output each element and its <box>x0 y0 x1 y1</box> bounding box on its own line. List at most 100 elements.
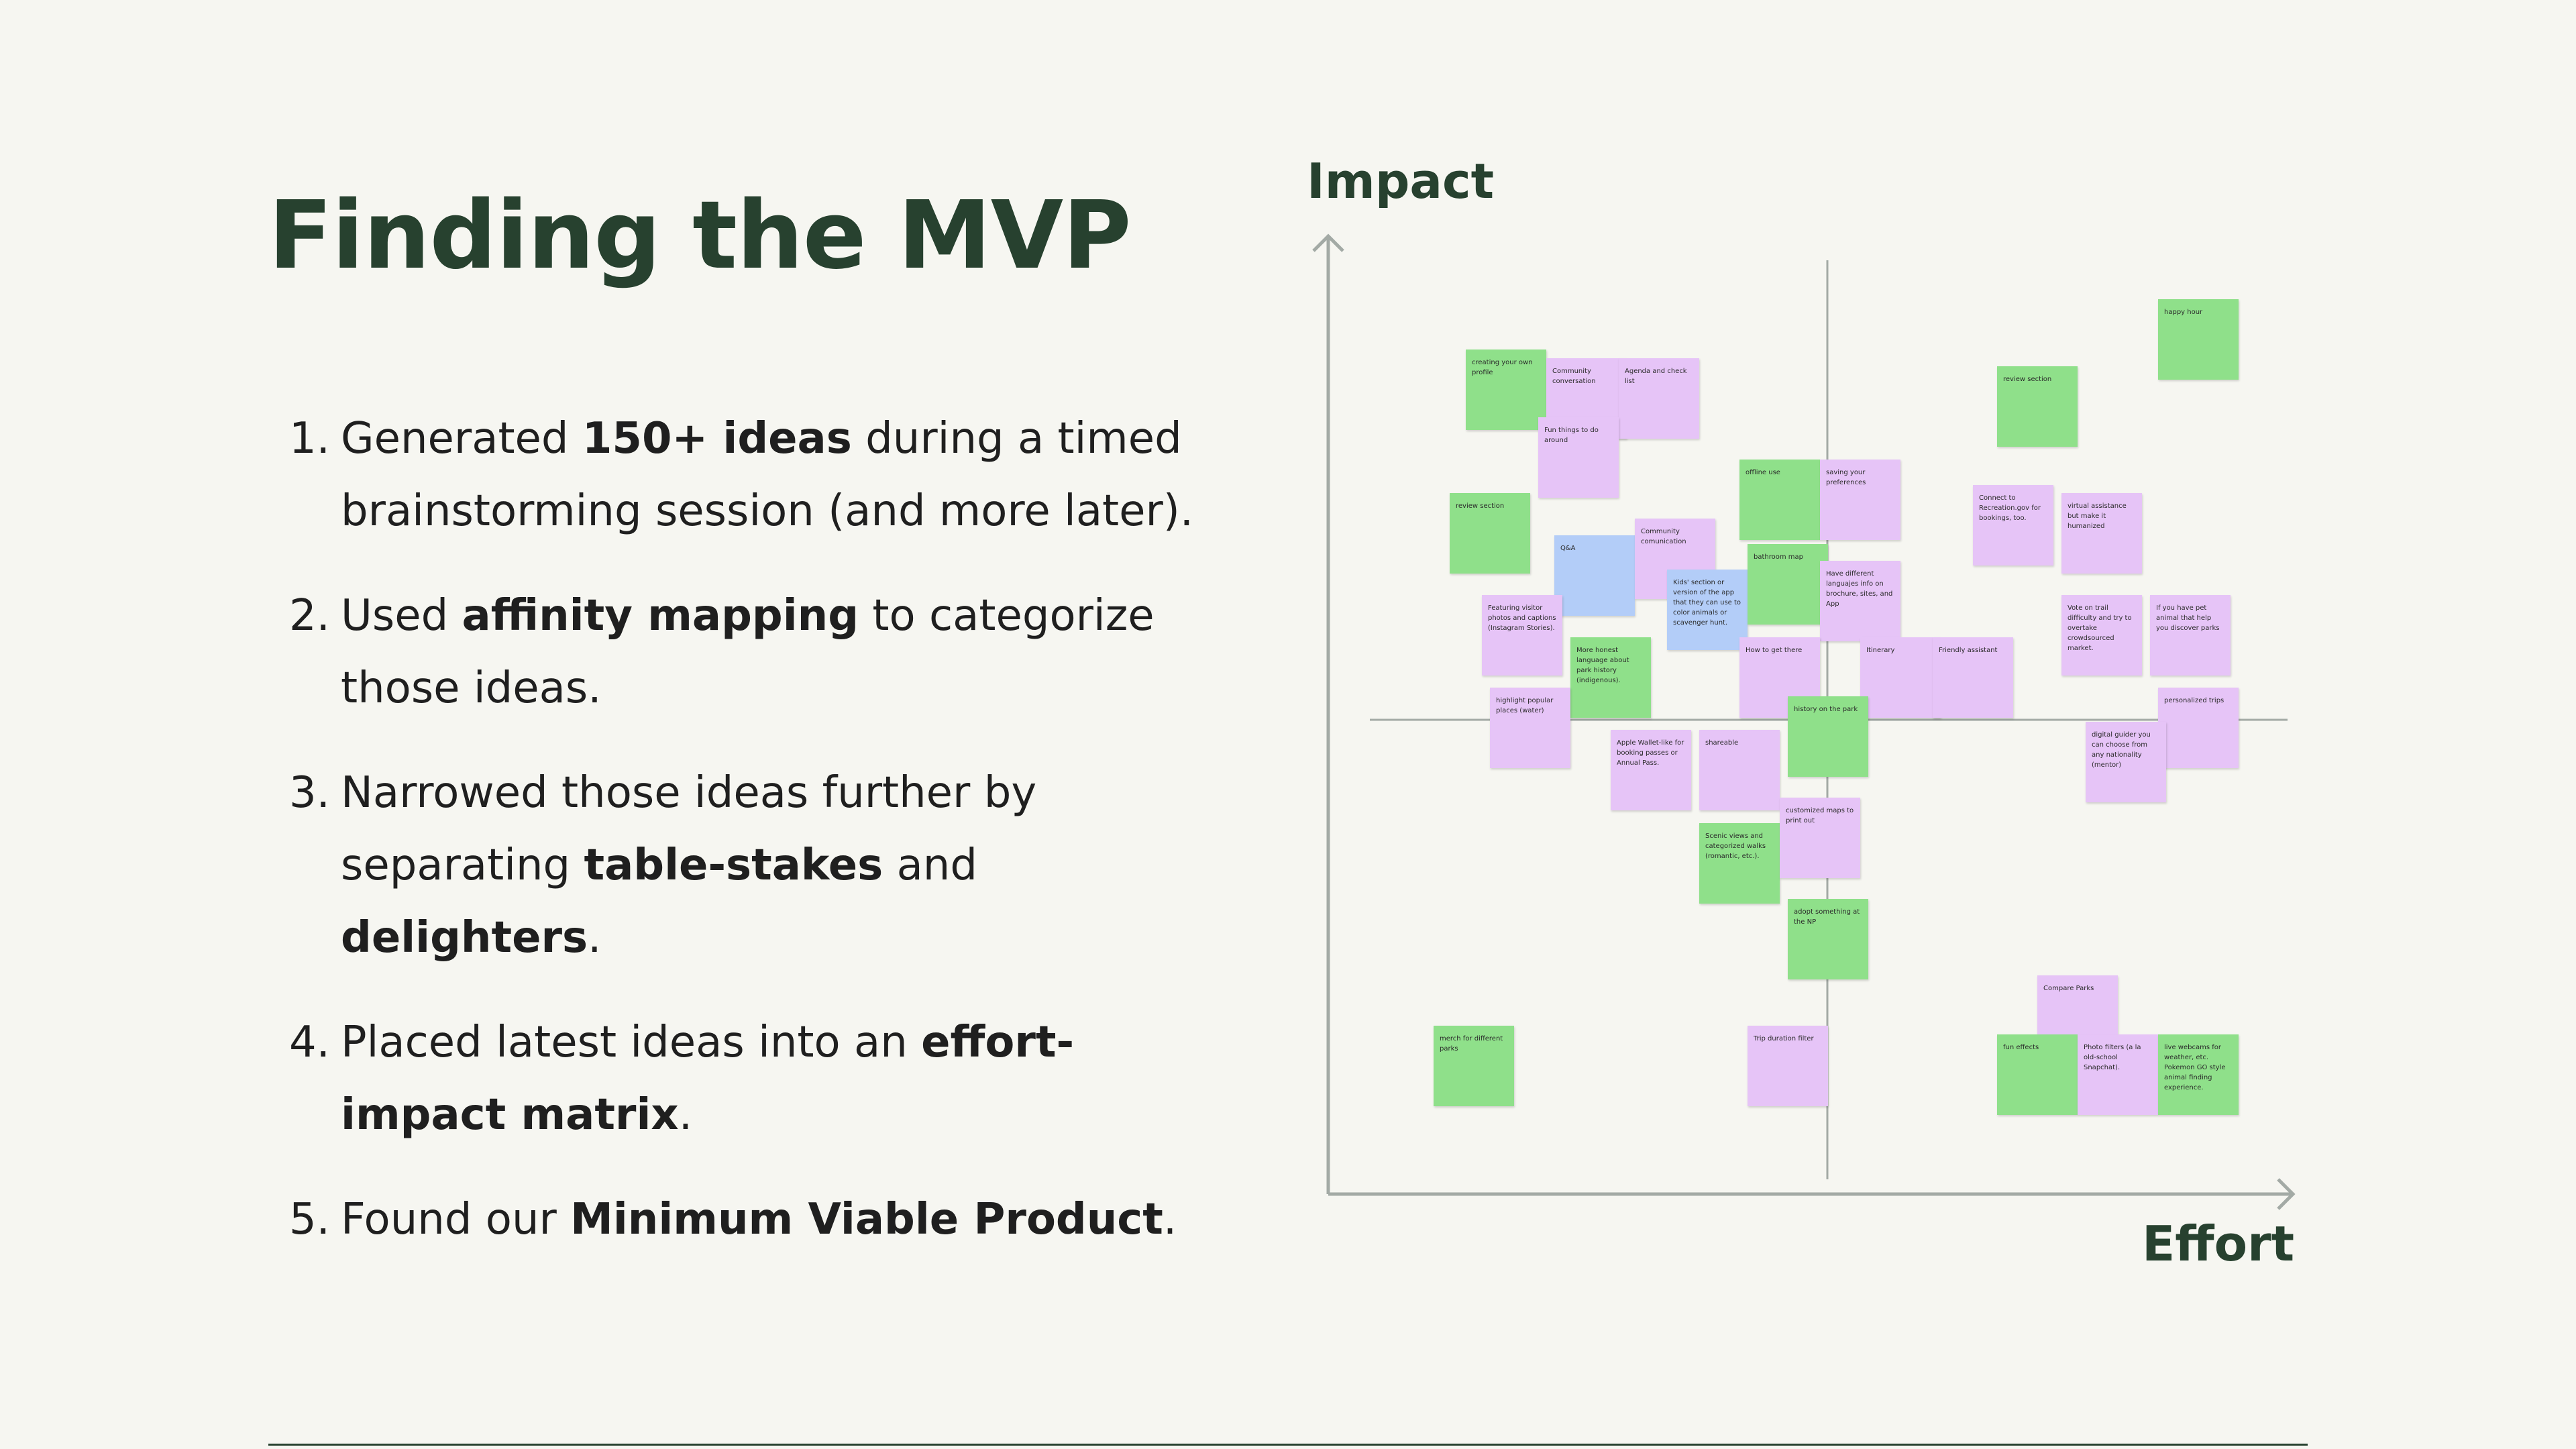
sticky-note: Q&A <box>1554 535 1635 616</box>
sticky-note-text: history on the park <box>1794 705 1858 713</box>
sticky-note: adopt something at the NP <box>1788 899 1868 980</box>
sticky-note-text: merch for different parks <box>1440 1035 1503 1053</box>
sticky-note-text: Q&A <box>1560 545 1576 553</box>
effort-impact-matrix: creating your own profile Community conve… <box>1312 221 2308 1228</box>
sticky-note: Kids' section or version of the app that… <box>1667 569 1748 650</box>
sticky-note: digital guider you can choose from any n… <box>2086 721 2166 802</box>
sticky-note: shareable <box>1699 730 1780 811</box>
step-highlight: affinity mapping <box>462 591 859 641</box>
step-number: 1. <box>288 414 330 464</box>
sticky-note-text: bathroom map <box>1754 553 1803 561</box>
sticky-note: review section <box>1450 493 1530 574</box>
step-text: to categorize those ideas. <box>341 591 1155 713</box>
sticky-note-text: How to get there <box>1746 646 1803 654</box>
sticky-note-text: adopt something at the NP <box>1794 908 1860 926</box>
sticky-note-text: Photo filters (a la old-school Snapchat)… <box>2084 1043 2141 1071</box>
step-text: Narrowed those ideas further by separati… <box>341 768 1037 890</box>
step-number: 4. <box>288 1018 330 1067</box>
sticky-note: Itinerary <box>1860 637 1941 718</box>
sticky-note: Photo filters (a la old-school Snapchat)… <box>2078 1034 2158 1115</box>
sticky-note: Agenda and check list <box>1619 358 1699 439</box>
sticky-note-text: Featuring visitor photos and captions (I… <box>1488 604 1556 632</box>
sticky-note-text: Vote on trail difficulty and try to over… <box>2068 604 2132 652</box>
sticky-notes: creating your own profile Community conve… <box>1315 221 2308 1228</box>
sticky-note: Have different languajes info on brochur… <box>1820 561 1900 642</box>
sticky-note: personalized trips <box>2158 688 2239 769</box>
sticky-note-text: saving your preferences <box>1826 469 1866 486</box>
sticky-note-text: digital guider you can choose from any n… <box>2092 731 2151 769</box>
sticky-note-text: review section <box>1456 502 1505 511</box>
step-text: and <box>883 841 977 890</box>
step-text: Placed latest ideas into an <box>341 1018 922 1067</box>
sticky-note-text: Apple Wallet-like for booking passes or … <box>1617 739 1684 767</box>
sticky-note-text: offline use <box>1746 469 1780 476</box>
sticky-note: merch for different parks <box>1434 1026 1514 1107</box>
sticky-note: Fun things to do around <box>1538 417 1619 498</box>
sticky-note-text: Friendly assistant <box>1939 646 1998 654</box>
sticky-note: Connect to Recreation.gov for bookings, … <box>1973 484 2053 566</box>
sticky-note-text: Have different languajes info on brochur… <box>1826 570 1893 608</box>
sticky-note: Apple Wallet-like for booking passes or … <box>1611 730 1691 811</box>
sticky-note-text: Fun things to do around <box>1544 427 1599 444</box>
sticky-note: offline use <box>1739 460 1820 540</box>
step-highlight: Minimum Viable Product <box>570 1195 1163 1244</box>
step-text: during a timed brainstorming session (an… <box>341 414 1194 536</box>
step-text: Found our <box>341 1195 571 1244</box>
step-number: 2. <box>288 591 330 641</box>
sticky-note: saving your preferences <box>1820 460 1900 540</box>
sticky-note: Friendly assistant <box>1933 637 2013 718</box>
step-1: 1. Generated 150+ ideas during a timed br… <box>268 402 1234 547</box>
sticky-note-text: Agenda and check list <box>1625 367 1687 385</box>
sticky-note-text: Scenic views and categorized walks (roma… <box>1705 832 1766 860</box>
sticky-note: happy hour <box>2158 299 2239 380</box>
step-number: 3. <box>288 768 330 818</box>
step-2: 2. Used affinity mapping to categorize th… <box>268 580 1234 724</box>
sticky-note: highlight popular places (water) <box>1490 688 1570 769</box>
sticky-note-text: Community conversation <box>1552 367 1596 385</box>
sticky-note-text: Community comunication <box>1641 528 1686 546</box>
sticky-note-text: Itinerary <box>1866 646 1895 654</box>
sticky-note-text: happy hour <box>2164 308 2203 316</box>
sticky-note: creating your own profile <box>1466 350 1546 431</box>
step-5: 5. Found our Minimum Viable Product. <box>268 1183 1234 1256</box>
step-number: 5. <box>288 1195 330 1244</box>
sticky-note-text: review section <box>2003 376 2052 384</box>
step-highlight: table-stakes <box>584 841 883 890</box>
step-highlight: 150+ ideas <box>582 414 852 464</box>
sticky-note-text: virtual assistance but make it humanized <box>2068 502 2127 531</box>
sticky-note-text: Connect to Recreation.gov for bookings, … <box>1979 494 2041 522</box>
sticky-note: bathroom map <box>1748 544 1828 625</box>
sticky-note-text: highlight popular places (water) <box>1496 697 1554 715</box>
sticky-note: More honest language about park history … <box>1570 637 1651 718</box>
sticky-note: history on the park <box>1788 696 1868 777</box>
process-steps-list: 1. Generated 150+ ideas during a timed br… <box>268 402 1234 1288</box>
sticky-note: virtual assistance but make it humanized <box>2061 493 2142 574</box>
sticky-note-text: personalized trips <box>2164 697 2224 705</box>
sticky-note-text: Kids' section or version of the app that… <box>1673 578 1741 627</box>
sticky-note: live webcams for weather, etc. Pokemon G… <box>2158 1034 2239 1115</box>
step-4: 4. Placed latest ideas into an effort-imp… <box>268 1006 1234 1151</box>
sticky-note-text: fun effects <box>2003 1043 2039 1051</box>
sticky-note: Featuring visitor photos and captions (I… <box>1482 594 1562 676</box>
page-title: Finding the MVP <box>268 181 1132 290</box>
sticky-note: Trip duration filter <box>1748 1026 1828 1107</box>
step-text: Generated <box>341 414 582 464</box>
step-3: 3. Narrowed those ideas further by separa… <box>268 757 1234 974</box>
sticky-note-text: Compare Parks <box>2043 984 2094 992</box>
sticky-note-text: If you have pet animal that help you dis… <box>2156 604 2220 632</box>
sticky-note: review section <box>1997 366 2078 447</box>
effort-axis-label: Effort <box>2142 1216 2294 1272</box>
step-text: . <box>588 913 602 963</box>
footer-divider <box>268 1444 2308 1446</box>
sticky-note: fun effects <box>1997 1034 2078 1115</box>
sticky-note-text: shareable <box>1705 739 1739 747</box>
step-text: . <box>1163 1195 1177 1244</box>
step-text: . <box>678 1090 693 1140</box>
impact-axis-label: Impact <box>1307 153 1495 209</box>
sticky-note: customized maps to print out <box>1780 798 1860 878</box>
sticky-note-text: More honest language about park history … <box>1576 646 1629 684</box>
x-axis-arrow <box>2277 1178 2296 1210</box>
y-axis-arrow <box>1312 233 1344 252</box>
step-highlight: delighters <box>341 913 588 963</box>
sticky-note-text: live webcams for weather, etc. Pokemon G… <box>2164 1043 2226 1091</box>
